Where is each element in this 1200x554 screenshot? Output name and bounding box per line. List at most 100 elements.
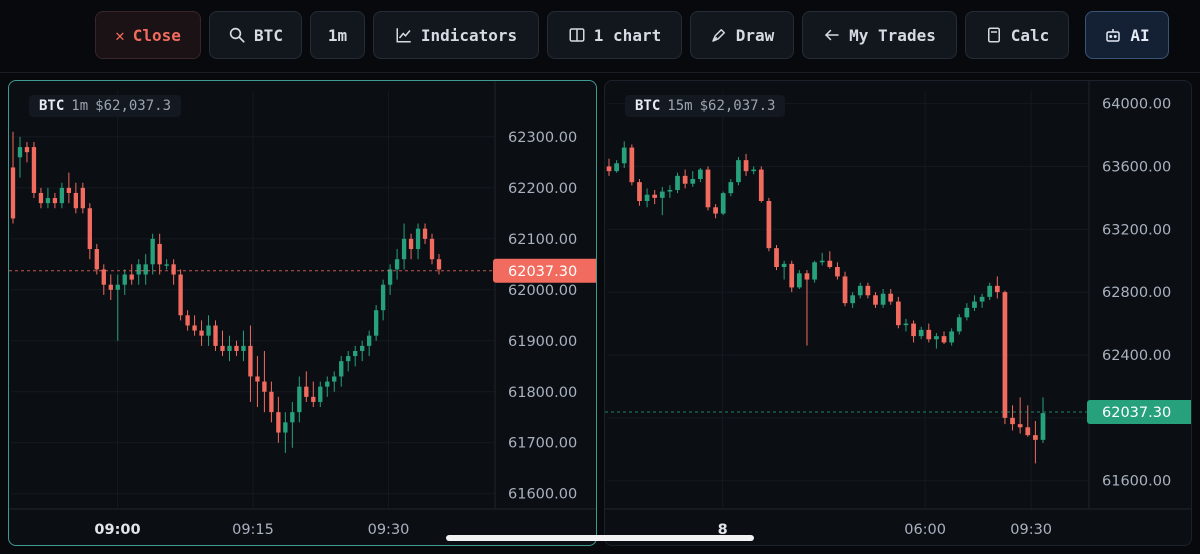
candle-body: [621, 147, 627, 164]
candle: [171, 259, 176, 285]
chart-panel-1m[interactable]: 62300.00 62200.00 62100.00 62000.00 61900.00…: [8, 80, 597, 546]
candle-body: [796, 273, 802, 288]
candle: [911, 320, 916, 343]
candle: [408, 233, 414, 260]
candle-body: [698, 169, 703, 179]
candle-body: [136, 264, 141, 275]
candle: [796, 270, 802, 289]
current-price-tag: [1087, 399, 1191, 424]
candle-body: [614, 163, 619, 172]
candle-body: [1010, 417, 1015, 425]
candle-body: [129, 274, 134, 280]
robot-icon: [1106, 29, 1121, 42]
candle: [248, 325, 253, 402]
calc-button[interactable]: Calc: [965, 11, 1069, 59]
candle: [80, 182, 86, 214]
candle-body: [949, 331, 954, 343]
candle: [360, 340, 365, 362]
candle-body: [781, 263, 787, 267]
close-button[interactable]: ✕ Close: [95, 11, 201, 59]
candle: [698, 168, 703, 183]
candle: [949, 328, 954, 346]
my-trades-button[interactable]: My Trades: [802, 11, 957, 59]
candle: [415, 223, 421, 260]
candle-body: [248, 345, 253, 377]
candle: [297, 376, 302, 423]
candle: [325, 376, 330, 397]
candle: [1033, 421, 1038, 464]
draw-button-label: Draw: [735, 25, 775, 45]
candle-body: [220, 345, 225, 351]
candle: [1017, 397, 1023, 434]
candle: [682, 169, 688, 189]
candle-body: [941, 336, 947, 343]
candle-body: [436, 259, 442, 270]
chart-timeframe: 15m: [667, 98, 693, 114]
candle: [94, 243, 99, 275]
calc-button-label: Calc: [1010, 25, 1050, 45]
candle: [827, 251, 833, 269]
candle: [865, 282, 871, 299]
candle-body: [122, 274, 127, 285]
time-tick-label: 09:15: [232, 522, 274, 538]
candle: [705, 166, 711, 211]
candle-body: [644, 194, 650, 201]
close-icon: ✕: [115, 25, 125, 45]
price-tick-label: 62300.00: [508, 130, 577, 146]
symbol-button-label: BTC: [254, 25, 283, 45]
candle-body: [94, 249, 99, 270]
draw-button[interactable]: Draw: [690, 11, 794, 59]
candle-body: [850, 295, 856, 304]
candle-body: [918, 329, 924, 337]
candle: [743, 153, 749, 176]
candle: [1025, 405, 1031, 437]
candle-body: [774, 248, 779, 267]
candle: [108, 274, 113, 300]
candle: [644, 188, 650, 208]
candle-body: [1002, 292, 1008, 418]
candle: [255, 356, 260, 408]
candle-body: [728, 182, 734, 194]
candle: [122, 269, 127, 295]
candle: [10, 131, 16, 224]
my-trades-button-label: My Trades: [849, 25, 936, 45]
ai-button-label: AI: [1130, 25, 1150, 45]
ai-button[interactable]: AI: [1085, 11, 1169, 59]
price-tick-label: 63600.00: [1102, 159, 1171, 175]
candle-body: [789, 263, 795, 288]
candle-body: [766, 201, 772, 249]
candlestick-chart-1m[interactable]: 62300.00 62200.00 62100.00 62000.00 61900.00…: [9, 81, 597, 546]
chart-symbol: BTC: [635, 98, 661, 114]
symbol-button[interactable]: BTC: [209, 11, 302, 59]
candle: [227, 335, 232, 362]
indicators-button[interactable]: Indicators: [373, 11, 539, 59]
timeframe-button[interactable]: 1m: [310, 11, 365, 59]
candle-body: [812, 262, 817, 280]
candle-body: [255, 376, 260, 382]
candle: [1002, 290, 1008, 425]
candle: [157, 233, 162, 275]
time-tick-label: 06:00: [904, 522, 946, 538]
candle-body: [199, 330, 204, 336]
candle: [675, 172, 680, 194]
candle-body: [895, 301, 901, 326]
candle-body: [80, 187, 86, 209]
candle-body: [171, 264, 176, 275]
candle: [164, 259, 169, 270]
home-indicator[interactable]: [446, 535, 754, 541]
candle-body: [911, 323, 916, 337]
candle: [199, 320, 204, 346]
chart-panel-15m[interactable]: 64000.00 63600.00 63200.00 62800.00 62400.00…: [604, 80, 1192, 546]
candle: [987, 282, 993, 300]
candle: [652, 190, 658, 205]
candle-body: [178, 274, 183, 316]
candlestick-chart-15m[interactable]: 64000.00 63600.00 63200.00 62800.00 62400.00…: [605, 81, 1192, 546]
candle-body: [751, 169, 757, 172]
candle-body: [880, 293, 886, 305]
chart-symbol-label: BTC 15m $62,037.3: [625, 95, 786, 117]
candle-body: [227, 345, 232, 351]
price-tick-label: 61600.00: [1102, 474, 1171, 490]
candle-body: [979, 296, 985, 302]
layout-button[interactable]: 1 chart: [547, 11, 682, 59]
candle-body: [804, 273, 810, 280]
